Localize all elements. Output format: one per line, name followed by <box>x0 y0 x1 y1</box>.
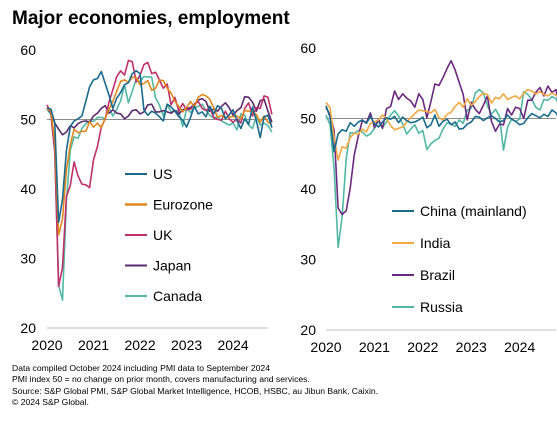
y-tick-label-50: 50 <box>20 112 36 128</box>
series-line-china-mainland <box>325 105 557 153</box>
x-tick-label-2020: 2020 <box>31 337 62 353</box>
legend-label-brazil: Brazil <box>420 267 455 283</box>
chart-title: Major economies, employment <box>12 8 290 29</box>
footnote-source: Source: S&P Global PMI, S&P Global Marke… <box>12 385 379 396</box>
x-tick-label-2022: 2022 <box>407 339 438 355</box>
y-tick-label-60: 60 <box>20 42 36 58</box>
legend-label-russia: Russia <box>420 299 463 315</box>
legend-label-uk: UK <box>153 227 173 243</box>
y-tick-label-50: 50 <box>300 111 316 127</box>
footnote-pmi-definition: PMI index 50 = no change on prior month,… <box>12 374 310 385</box>
x-tick-label-2022: 2022 <box>124 337 155 353</box>
y-tick-label-40: 40 <box>300 181 316 197</box>
legend-label-eurozone: Eurozone <box>153 197 213 213</box>
series-line-eurozone <box>46 76 273 236</box>
y-tick-label-20: 20 <box>300 322 316 338</box>
series-line-india <box>325 88 557 161</box>
y-tick-label-60: 60 <box>300 40 316 56</box>
x-tick-label-2023: 2023 <box>456 339 487 355</box>
legend-label-china-mainland: China (mainland) <box>420 203 527 219</box>
legend-label-canada: Canada <box>153 288 202 304</box>
x-tick-label-2024: 2024 <box>218 337 249 353</box>
x-tick-label-2020: 2020 <box>310 339 341 355</box>
legend-label-us: US <box>153 166 172 182</box>
legend-label-india: India <box>420 235 451 251</box>
x-tick-label-2023: 2023 <box>171 337 202 353</box>
series-line-us <box>46 70 273 224</box>
chart-panel-emerging-economies: 20 30 40 50 60 2020 2021 2022 2023 2024 China (mai… <box>300 40 557 355</box>
legend-label-japan: Japan <box>153 258 191 274</box>
footnotes: Data compiled October 2024 including PMI… <box>12 363 552 408</box>
footnote-data-compiled: Data compiled October 2024 including PMI… <box>12 363 270 373</box>
y-tick-label-30: 30 <box>20 251 36 267</box>
chart-panel-major-economies: 20 30 40 50 60 2020 2021 2022 2023 2024 US Eurozone… <box>20 42 273 353</box>
x-tick-label-2024: 2024 <box>504 339 535 355</box>
y-tick-label-30: 30 <box>300 252 316 268</box>
x-tick-label-2021: 2021 <box>78 337 109 353</box>
y-tick-label-40: 40 <box>20 181 36 197</box>
footnote-copyright: © 2024 S&P Global. <box>12 396 89 407</box>
series-line-canada <box>46 75 273 302</box>
series-line-brazil <box>325 59 557 216</box>
x-tick-label-2021: 2021 <box>359 339 390 355</box>
y-tick-label-20: 20 <box>20 320 36 336</box>
